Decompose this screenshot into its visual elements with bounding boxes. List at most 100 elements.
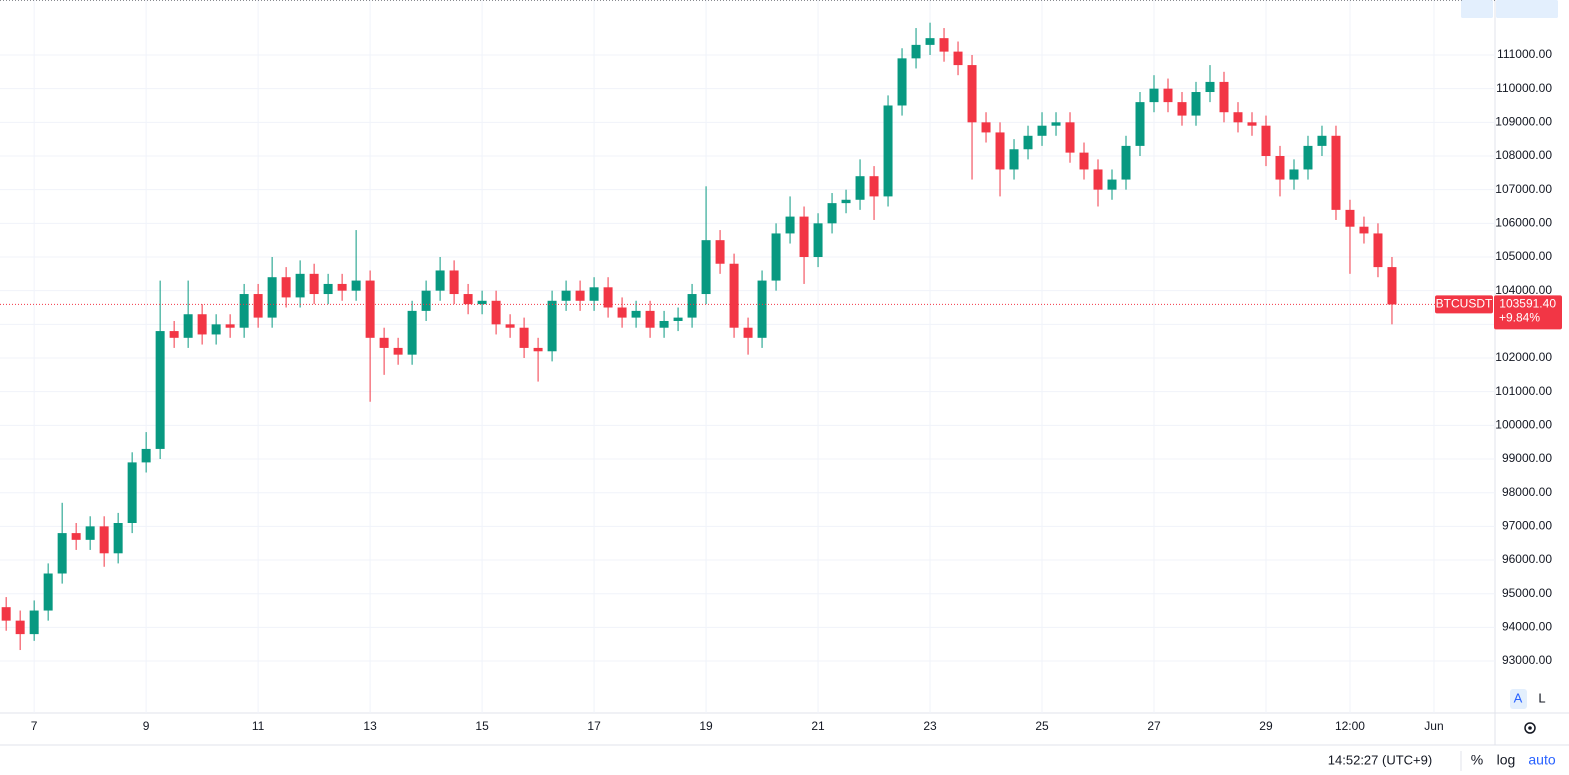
candle-body [785,216,795,234]
y-tick-label: 102000.00 [1495,350,1552,364]
clock: 14:52:27 (UTC+9) [1328,752,1432,767]
x-tick-label: 29 [1259,719,1273,733]
candle-body [687,294,697,318]
candle-body [729,263,739,328]
candle-body [995,132,1005,170]
x-tick-label: 23 [923,719,937,733]
y-tick-label: 96000.00 [1502,552,1552,566]
x-tick-label: 19 [699,719,713,733]
candle-body [1009,149,1019,170]
candle-body [99,526,109,554]
candle-body [589,287,599,301]
y-tick-label: 110000.00 [1496,81,1552,95]
candle-body [1107,179,1117,190]
candle-body [1135,102,1145,146]
auto-button-label[interactable]: A [1514,690,1523,705]
candle-body [351,280,361,291]
candle-body [771,233,781,281]
candle-body [1219,81,1229,113]
x-tick-label: 15 [475,719,489,733]
y-tick-label: 111000.00 [1497,47,1552,61]
candle-body [659,320,669,328]
x-tick-label: 21 [811,719,825,733]
candle-body [631,310,641,318]
candle-body [1177,102,1187,116]
y-tick-label: 93000.00 [1502,653,1552,667]
log-toggle[interactable]: log [1497,752,1516,768]
candle-body [715,240,725,264]
candle-body [1037,125,1047,136]
candle-body [15,620,25,635]
candle-body [1345,209,1355,227]
candle-body [43,573,53,611]
candle-body [85,526,95,540]
candle-body [29,610,39,635]
last-change: +9.84% [1499,311,1540,325]
candle-body [869,176,879,197]
settings-icon[interactable] [1524,722,1536,734]
candle-body [1163,88,1173,103]
candle-body [897,58,907,106]
y-tick-label: 99000.00 [1502,451,1552,465]
y-tick-label: 104000.00 [1495,283,1552,297]
y-tick-label: 108000.00 [1495,148,1552,162]
candle-body [1079,152,1089,170]
candle-body [533,347,543,352]
candle-body [239,294,249,328]
auto-toggle[interactable]: auto [1528,752,1555,768]
candle-body [393,347,403,355]
candle-body [309,273,319,295]
x-tick-label: 25 [1035,719,1049,733]
y-tick-label: 98000.00 [1502,485,1552,499]
low-tag-bg [1461,0,1493,18]
candle-body [1205,81,1215,93]
candle-body [701,240,711,295]
candle-body [197,314,207,335]
y-tick-label: 100000.00 [1495,418,1552,432]
last-price: 103591.40 [1499,297,1556,311]
candle-body [617,307,627,318]
candle-body [883,105,893,197]
candle-body [1303,145,1313,170]
y-tick-label: 107000.00 [1495,182,1552,196]
candle-body [113,522,123,554]
x-tick-label: 11 [252,719,265,733]
y-tick-label: 109000.00 [1495,114,1552,128]
candle-body [1359,226,1369,234]
overlay: BTCUSDT 103591.40+9.84% [0,0,1562,330]
candle-body [1065,122,1075,153]
candle-body [673,317,683,321]
candle-body [365,280,375,338]
candle-body [981,122,991,133]
candle-body [603,287,613,308]
lock-button-label[interactable]: L [1538,690,1545,705]
y-tick-label: 105000.00 [1495,249,1552,263]
candle-body [1149,88,1159,103]
candle-body [141,448,151,463]
candle-body [939,38,949,52]
percent-toggle[interactable]: % [1471,752,1483,768]
candle-body [463,294,473,305]
symbol-tag: BTCUSDT [1436,297,1493,311]
candle-body [281,277,291,298]
candle-body [855,176,865,200]
candle-body [295,273,305,298]
y-tick-label: 95000.00 [1502,586,1552,600]
candle-body [1331,135,1341,210]
x-tick-label: 9 [143,719,150,733]
candle-body [1051,122,1061,126]
auto-button[interactable] [1510,689,1527,709]
candle-body [561,290,571,301]
x-tick-label: 17 [587,719,601,733]
candle-body [799,216,809,258]
candle-body [827,203,837,224]
candle-body [267,277,277,318]
candle-body [575,290,585,301]
candle-body [1275,155,1285,180]
last-price-bg [1494,295,1562,330]
candle-body [407,310,417,355]
candle-body [1373,233,1383,268]
candle-body [757,280,767,338]
candle-body [1387,267,1397,305]
